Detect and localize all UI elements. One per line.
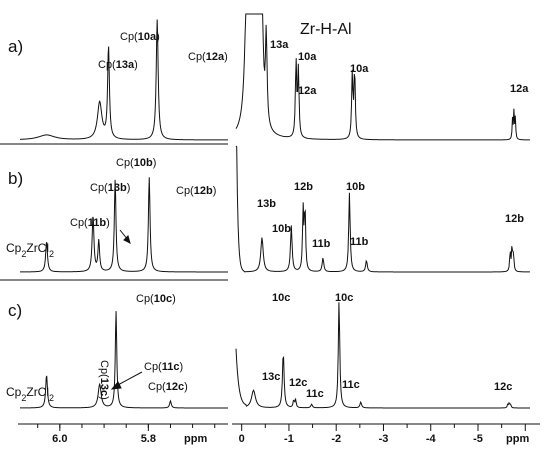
panel-label-b: b): [8, 169, 23, 188]
label-cp-12c: Cp(12c): [148, 381, 188, 393]
corner-label: Zr-H-Al: [300, 21, 352, 38]
label-12c-1: 12c: [289, 377, 307, 389]
label-cp-13b: Cp(13b): [90, 182, 130, 194]
spectrum-left-b: [20, 177, 228, 273]
label-11c-1: 11c: [306, 388, 324, 400]
arrow-11c: [110, 371, 143, 390]
left-tick-label-1: 5.8: [141, 433, 156, 445]
label-cp-13a: Cp(13a): [98, 59, 138, 71]
label-10a-1: 10a: [298, 51, 317, 63]
label-cp-10c: Cp(10c): [136, 293, 176, 305]
label-cp2zrcl2-b: Cp2ZrCl2: [6, 241, 54, 259]
right-tick-label-1: -1: [284, 433, 294, 445]
label-13c: 13c: [262, 371, 280, 383]
spectrum-left-c: [19, 311, 228, 409]
label-12b-2: 12b: [505, 213, 524, 225]
label-cp-10b: Cp(10b): [116, 157, 156, 169]
label-cp-13c: Cp(13c): [98, 360, 110, 400]
label-10a-2: 10a: [350, 63, 369, 75]
spectrum-right-c: [235, 302, 530, 409]
panel-label-c: c): [8, 301, 22, 320]
arrow-11b: [119, 229, 131, 244]
right-tick-label-0: 0: [239, 433, 245, 445]
label-10c-1: 10c: [272, 292, 290, 304]
right-tick-label-5: -5: [473, 433, 483, 445]
left-axis-unit: ppm: [184, 433, 207, 445]
label-cp-10a: Cp(10a): [120, 31, 160, 43]
spectrum-right-b: [235, 145, 530, 273]
label-cp-12a: Cp(12a): [188, 51, 228, 63]
label-10c-2: 10c: [335, 292, 353, 304]
right-tick-label-3: -3: [379, 433, 389, 445]
label-10b-2: 10b: [346, 181, 365, 193]
label-13a: 13a: [270, 39, 289, 51]
spectrum-right-a: [235, 13, 530, 141]
right-tick-label-2: -2: [331, 433, 341, 445]
label-cp-12b: Cp(12b): [176, 185, 216, 197]
label-11b-2: 11b: [350, 236, 369, 248]
label-12a-1: 12a: [298, 85, 317, 97]
label-11b-1: 11b: [312, 238, 331, 250]
label-12c-2: 12c: [494, 381, 512, 393]
left-tick-label-0: 6.0: [52, 433, 67, 445]
label-12a-2: 12a: [510, 83, 529, 95]
label-11c-2: 11c: [342, 379, 360, 391]
label-12b-1: 12b: [294, 181, 313, 193]
panel-label-a: a): [8, 37, 23, 56]
label-cp2zrcl2-c: Cp2ZrCl2: [6, 385, 54, 403]
label-cp-11c: Cp(11c): [144, 361, 183, 373]
label-13b: 13b: [257, 198, 276, 210]
right-axis-unit: ppm: [506, 433, 529, 445]
label-10b-1: 10b: [272, 223, 291, 235]
right-tick-label-4: -4: [426, 433, 437, 445]
spectrum-left-a: [19, 19, 228, 141]
label-cp-11b: Cp(11b): [70, 217, 110, 229]
